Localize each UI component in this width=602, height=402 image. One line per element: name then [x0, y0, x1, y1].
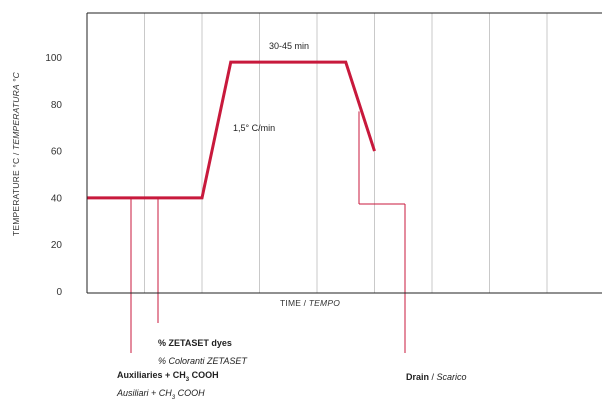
hold-time-annotation: 30-45 min [269, 41, 309, 51]
y-tick-label: 80 [51, 100, 63, 111]
temperature-series-line [87, 60, 376, 200]
y-tick-label: 20 [51, 240, 63, 251]
auxiliaries-callout-it: Ausiliari + CH3 COOH [117, 388, 205, 402]
y-tick-label: 60 [51, 147, 63, 158]
auxiliaries-callout: Auxiliaries + CH3 COOH Ausiliari + CH3 C… [117, 365, 219, 402]
axes [86, 12, 602, 294]
y-tick-label: 100 [45, 53, 62, 64]
y-tick-labels: 0 20 40 60 80 100 [45, 53, 62, 298]
ramp-rate-annotation: 1,5° C/min [233, 123, 275, 133]
auxiliaries-callout-en: Auxiliaries + CH3 COOH [117, 370, 219, 383]
dyes-callout-it: % Coloranti ZETASET [158, 356, 247, 367]
y-axis-title: TEMPERATURE °C / TEMPERATURA °C [11, 71, 21, 236]
y-tick-label: 0 [56, 287, 62, 298]
x-axis-title: TIME / TEMPO [280, 298, 340, 308]
y-tick-label: 40 [51, 193, 63, 204]
marker-lines [130, 111, 406, 353]
dyes-callout: % ZETASET dyes % Coloranti ZETASET [158, 333, 247, 370]
chart-svg: 0 20 40 60 80 100 TIME / TEMPO TEMPERATURE °C… [11, 12, 602, 353]
drain-callout: Drain / Scarico [406, 372, 467, 382]
dyes-callout-en: % ZETASET dyes [158, 338, 232, 348]
grid-lines [144, 13, 548, 293]
series-group [87, 60, 376, 200]
